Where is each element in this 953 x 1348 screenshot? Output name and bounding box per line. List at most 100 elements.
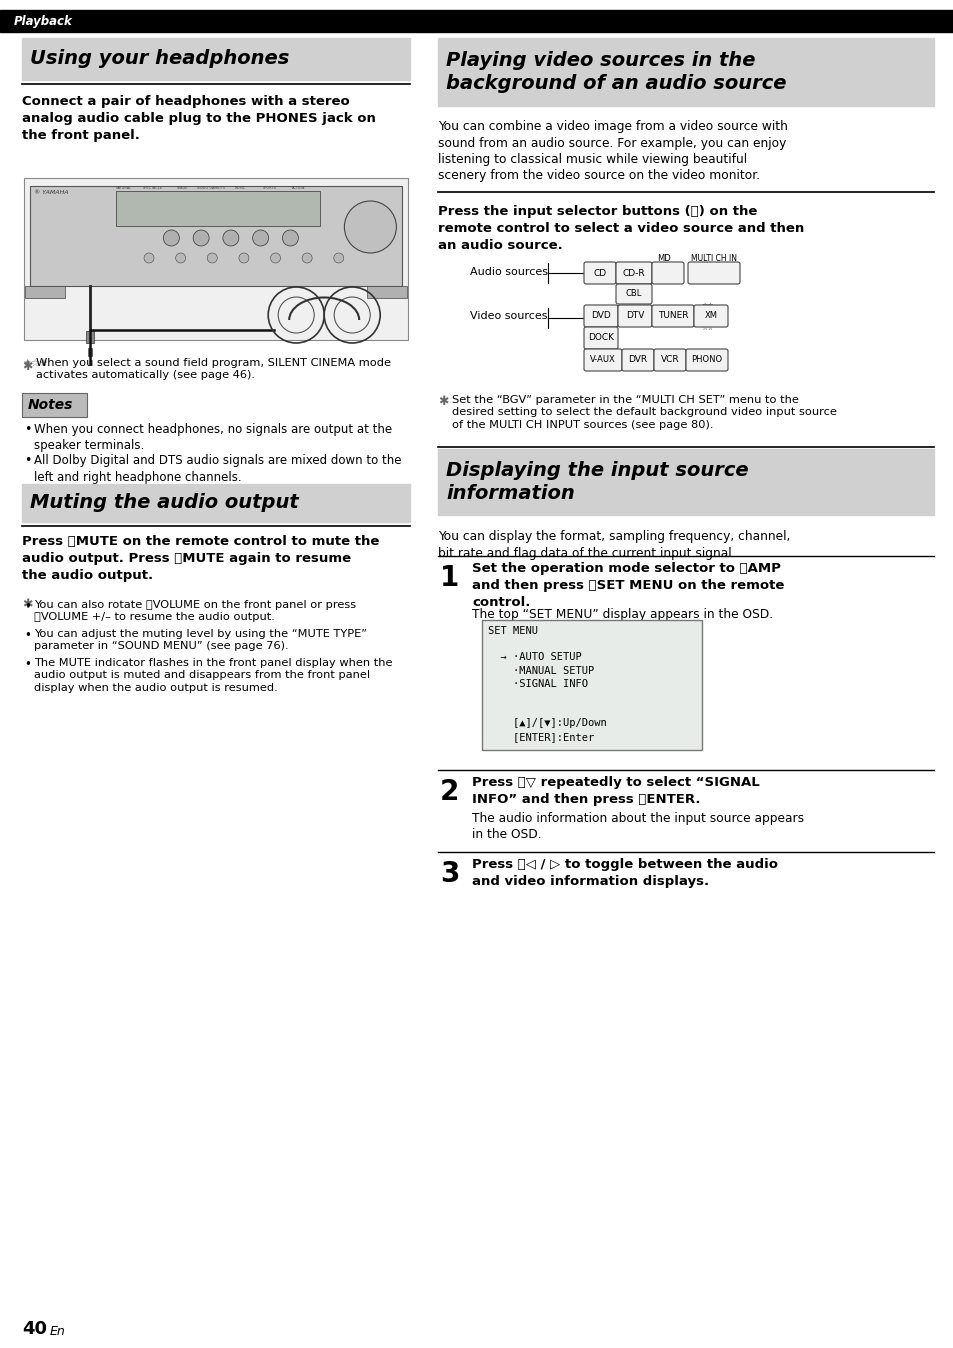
Text: V-AUX: V-AUX [590, 356, 616, 364]
Bar [86, 332, 93, 342]
Circle shape [282, 231, 298, 245]
Circle shape [271, 253, 280, 263]
FancyBboxPatch shape [651, 305, 693, 328]
Text: Press the input selector buttons (Ⓜ) on the
remote control to select a video sou: Press the input selector buttons (Ⓜ) on … [437, 205, 803, 252]
Text: DTV: DTV [625, 311, 643, 321]
Bar [437, 449, 933, 515]
Text: Using your headphones: Using your headphones [30, 50, 289, 69]
Circle shape [207, 253, 217, 263]
FancyBboxPatch shape [651, 262, 683, 284]
Circle shape [163, 231, 179, 245]
Text: ☆☆: ☆☆ [701, 325, 714, 332]
Text: En: En [50, 1325, 66, 1339]
Text: CD-R: CD-R [622, 268, 644, 278]
Text: MULTI CH IN: MULTI CH IN [690, 253, 737, 263]
Text: Press Ⓣ▽ repeatedly to select “SIGNAL
INFO” and then press ⓉENTER.: Press Ⓣ▽ repeatedly to select “SIGNAL IN… [472, 776, 759, 806]
Text: SPECTACLE: SPECTACLE [143, 186, 163, 190]
Text: The audio information about the input source appears
in the OSD.: The audio information about the input so… [472, 811, 803, 841]
Text: MD: MD [657, 253, 670, 263]
Text: •: • [24, 454, 31, 466]
Text: When you connect headphones, no signals are output at the
speaker terminals.: When you connect headphones, no signals … [34, 423, 392, 453]
FancyBboxPatch shape [583, 262, 616, 284]
Text: CD: CD [593, 268, 606, 278]
Text: ✱: ✱ [22, 599, 32, 611]
Circle shape [175, 253, 186, 263]
Circle shape [238, 253, 249, 263]
Circle shape [302, 253, 312, 263]
Text: •: • [24, 630, 30, 642]
Text: CBL: CBL [625, 290, 641, 298]
Text: You can display the format, sampling frequency, channel,
bit rate and flag data : You can display the format, sampling fre… [437, 530, 789, 559]
Text: The top “SET MENU” display appears in the OSD.: The top “SET MENU” display appears in th… [472, 608, 772, 621]
Text: •: • [24, 658, 30, 671]
Bar [22, 394, 87, 417]
Text: Audio sources: Audio sources [470, 267, 547, 276]
Circle shape [144, 253, 153, 263]
Text: MUSIC: MUSIC [234, 186, 246, 190]
FancyBboxPatch shape [583, 349, 621, 371]
FancyBboxPatch shape [616, 284, 651, 305]
Text: All Dolby Digital and DTS audio signals are mixed down to the
left and right hea: All Dolby Digital and DTS audio signals … [34, 454, 401, 484]
Text: Video sources: Video sources [470, 311, 547, 321]
FancyBboxPatch shape [687, 262, 740, 284]
Text: ✱: ✱ [22, 360, 32, 373]
Text: PHONO: PHONO [691, 356, 721, 364]
Bar [0, 9, 953, 32]
Text: Playing video sources in the
background of an audio source: Playing video sources in the background … [446, 51, 785, 93]
Bar [115, 191, 320, 226]
Text: Displaying the input source
information: Displaying the input source information [446, 461, 748, 503]
FancyBboxPatch shape [654, 349, 685, 371]
Text: SPORTS: SPORTS [263, 186, 276, 190]
Bar [481, 620, 701, 749]
Text: XM: XM [703, 311, 717, 321]
Bar [30, 186, 401, 286]
Text: You can also rotate ⓇVOLUME on the front panel or press
ⓇVOLUME +/– to resume th: You can also rotate ⓇVOLUME on the front… [34, 600, 355, 623]
Text: TUNER: TUNER [657, 311, 687, 321]
Text: DVR: DVR [628, 356, 647, 364]
Bar [24, 178, 408, 340]
Text: 3: 3 [439, 860, 459, 888]
Bar [437, 38, 933, 106]
Text: ✱: ✱ [437, 395, 448, 408]
Text: You can adjust the muting level by using the “MUTE TYPE”
parameter in “SOUND MEN: You can adjust the muting level by using… [34, 630, 367, 651]
Circle shape [334, 253, 343, 263]
Text: Set the “BGV” parameter in the “MULTI CH SET” menu to the
desired setting to sel: Set the “BGV” parameter in the “MULTI CH… [452, 395, 836, 430]
Text: 1: 1 [439, 563, 458, 592]
Circle shape [253, 231, 269, 245]
FancyBboxPatch shape [583, 328, 618, 349]
Bar [88, 348, 91, 356]
Text: Connect a pair of headphones with a stereo
analog audio cable plug to the PHONES: Connect a pair of headphones with a ster… [22, 94, 375, 142]
Text: Muting the audio output: Muting the audio output [30, 493, 298, 512]
FancyBboxPatch shape [616, 262, 651, 284]
Text: Playback: Playback [14, 15, 72, 27]
Bar [25, 286, 65, 298]
FancyBboxPatch shape [621, 349, 654, 371]
Text: The MUTE indicator flashes in the front panel display when the
audio output is m: The MUTE indicator flashes in the front … [34, 658, 392, 693]
Text: ☆☆: ☆☆ [701, 303, 714, 309]
FancyBboxPatch shape [693, 305, 727, 328]
Text: Press Ⓣ◁ / ▷ to toggle between the audio
and video information displays.: Press Ⓣ◁ / ▷ to toggle between the audio… [472, 857, 778, 888]
FancyBboxPatch shape [583, 305, 618, 328]
Text: DVD: DVD [591, 311, 610, 321]
Text: ® YAMAHA: ® YAMAHA [34, 190, 69, 195]
Bar [367, 286, 407, 298]
Text: •: • [24, 423, 31, 435]
Text: DOCK: DOCK [587, 333, 614, 342]
Text: When you select a sound field program, SILENT CINEMA mode
activates automaticall: When you select a sound field program, S… [36, 359, 391, 380]
Text: You can combine a video image from a video source with
sound from an audio sourc: You can combine a video image from a vid… [437, 120, 787, 182]
Text: NATURAL: NATURAL [115, 186, 132, 190]
Text: VCR: VCR [660, 356, 679, 364]
Circle shape [193, 231, 209, 245]
Text: SET MENU

  → ·AUTO SETUP
    ·MANUAL SETUP
    ·SIGNAL INFO


    [▲]/[▼]:Up/Do: SET MENU → ·AUTO SETUP ·MANUAL SETUP ·SI… [488, 625, 606, 741]
Text: ★☆★: ★☆★ [22, 359, 49, 368]
Text: VIDEO GAME/TV: VIDEO GAME/TV [197, 186, 225, 190]
Text: 40: 40 [22, 1320, 47, 1339]
Text: Notes: Notes [28, 398, 73, 412]
FancyBboxPatch shape [618, 305, 651, 328]
Text: ACTION: ACTION [292, 186, 305, 190]
Circle shape [223, 231, 238, 245]
Circle shape [344, 201, 395, 253]
Text: 2: 2 [439, 778, 459, 806]
Text: STAGE: STAGE [176, 186, 188, 190]
Text: Press ⓁMUTE on the remote control to mute the
audio output. Press ⓁMUTE again to: Press ⓁMUTE on the remote control to mut… [22, 535, 379, 582]
